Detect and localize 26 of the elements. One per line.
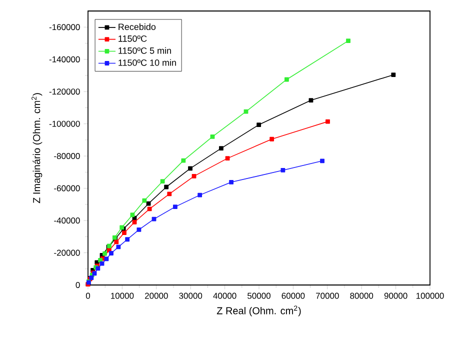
y-tick-label: -120000 [49,88,80,95]
x-tick-label: 80000 [350,292,374,299]
x-axis-title: Z Real (Ohm. cm$^{2}$) [216,306,301,316]
y-tick-label: -80000 [54,153,80,160]
y-tick-label: -100000 [49,120,80,127]
x-tick-label: 40000 [213,292,236,299]
y-axis-title: Z Imaginário (Ohm. cm$^{2}$) [32,93,42,204]
legend-label: 1150ºC 5 min [118,47,171,54]
y-tick-label: 0 [76,282,80,288]
x-tick-label: 100000 [416,292,444,299]
x-tick-label: 30000 [179,292,202,299]
y-tick-label: -140000 [49,56,80,62]
x-tick-label: 10000 [111,292,134,299]
x-tick-label: 20000 [145,292,168,299]
y-tick-label: -20000 [54,250,80,256]
x-tick-label: 60000 [282,292,305,299]
x-tick-label: 50000 [248,292,270,299]
legend-label: Recebido [118,23,156,30]
x-tick-label: 90000 [384,292,408,299]
x-tick-label: 70000 [316,292,339,299]
x-tick-label: 0 [86,292,90,299]
legend-label: 1150ºC [118,35,147,42]
y-tick-label: -60000 [54,185,80,192]
y-tick-label: -160000 [49,24,80,30]
legend-label: 1150ºC 10 min [118,59,176,66]
y-tick-label: -40000 [54,218,80,224]
